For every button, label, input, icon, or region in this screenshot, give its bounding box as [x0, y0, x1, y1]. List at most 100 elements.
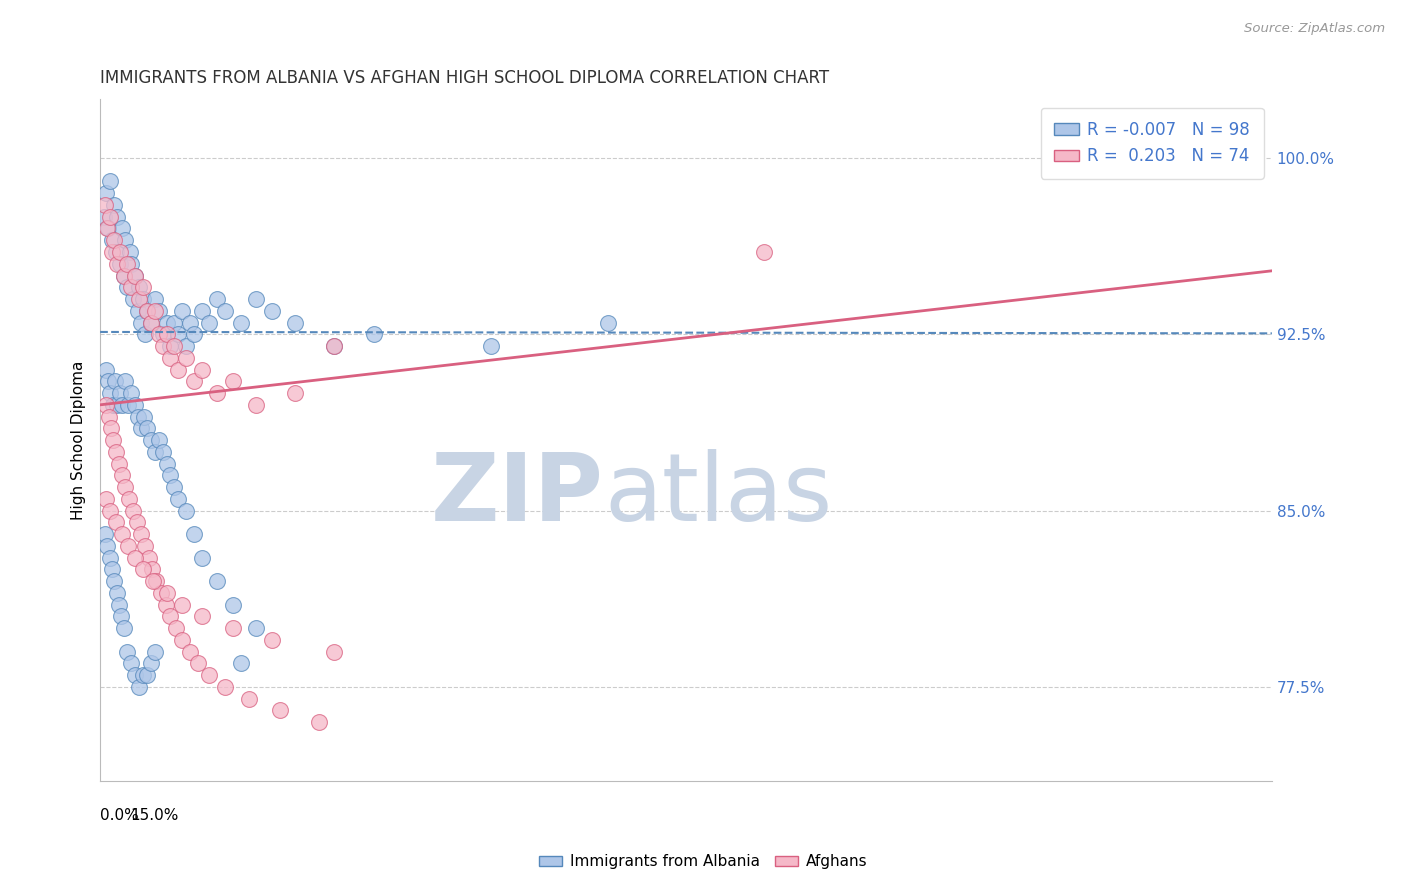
Point [198, 316, 221, 330]
Point [143, 645, 166, 659]
Text: 15.0%: 15.0% [129, 808, 179, 823]
Point [174, 339, 197, 353]
Point [112, 621, 135, 635]
Point [207, 574, 229, 589]
Point [479, 339, 502, 353]
Point [94, 362, 117, 376]
Point [167, 327, 190, 342]
Point [98, 210, 121, 224]
Point [152, 445, 174, 459]
Point [245, 292, 267, 306]
Point [139, 316, 162, 330]
Point [163, 480, 186, 494]
Point [139, 657, 162, 671]
Point [132, 292, 155, 306]
Point [134, 327, 156, 342]
Point [145, 574, 167, 589]
Point [163, 339, 186, 353]
Point [150, 586, 173, 600]
Point [229, 316, 252, 330]
Point [94, 527, 117, 541]
Point [97, 221, 120, 235]
Point [124, 668, 146, 682]
Point [159, 339, 181, 353]
Point [117, 257, 139, 271]
Point [141, 562, 163, 576]
Point [108, 457, 131, 471]
Point [245, 398, 267, 412]
Point [101, 562, 124, 576]
Point [596, 316, 619, 330]
Point [104, 374, 127, 388]
Point [172, 598, 194, 612]
Point [111, 221, 134, 235]
Point [214, 303, 236, 318]
Legend: Immigrants from Albania, Afghans: Immigrants from Albania, Afghans [533, 848, 873, 875]
Point [190, 609, 212, 624]
Point [103, 433, 125, 447]
Point [143, 445, 166, 459]
Y-axis label: High School Diploma: High School Diploma [72, 360, 86, 520]
Point [129, 316, 152, 330]
Point [125, 516, 148, 530]
Point [163, 316, 186, 330]
Point [155, 316, 177, 330]
Point [111, 468, 134, 483]
Point [96, 221, 118, 235]
Point [238, 691, 260, 706]
Point [114, 233, 136, 247]
Point [152, 327, 174, 342]
Point [139, 433, 162, 447]
Point [284, 386, 307, 401]
Point [139, 316, 162, 330]
Point [127, 409, 149, 424]
Point [363, 327, 385, 342]
Point [120, 657, 142, 671]
Point [110, 245, 132, 260]
Point [124, 268, 146, 283]
Point [165, 621, 187, 635]
Point [117, 398, 139, 412]
Point [183, 527, 205, 541]
Point [101, 398, 124, 412]
Point [105, 398, 128, 412]
Legend: R = -0.007   N = 98, R =  0.203   N = 74: R = -0.007 N = 98, R = 0.203 N = 74 [1040, 108, 1264, 178]
Point [114, 374, 136, 388]
Point [117, 539, 139, 553]
Point [108, 386, 131, 401]
Point [117, 280, 139, 294]
Point [214, 680, 236, 694]
Point [105, 210, 128, 224]
Point [190, 550, 212, 565]
Point [269, 703, 291, 717]
Point [136, 421, 159, 435]
Point [98, 174, 121, 188]
Point [105, 257, 128, 271]
Point [207, 386, 229, 401]
Point [222, 598, 245, 612]
Point [118, 491, 141, 506]
Point [323, 339, 346, 353]
Point [323, 339, 346, 353]
Point [120, 257, 142, 271]
Point [120, 386, 142, 401]
Point [183, 327, 205, 342]
Point [98, 386, 121, 401]
Point [104, 516, 127, 530]
Point [132, 668, 155, 682]
Point [155, 598, 177, 612]
Point [104, 245, 127, 260]
Point [207, 292, 229, 306]
Text: atlas: atlas [605, 449, 832, 541]
Point [122, 292, 145, 306]
Point [159, 468, 181, 483]
Text: IMMIGRANTS FROM ALBANIA VS AFGHAN HIGH SCHOOL DIPLOMA CORRELATION CHART: IMMIGRANTS FROM ALBANIA VS AFGHAN HIGH S… [100, 69, 830, 87]
Point [101, 245, 124, 260]
Point [245, 621, 267, 635]
Point [172, 303, 194, 318]
Point [222, 621, 245, 635]
Point [155, 586, 177, 600]
Point [112, 268, 135, 283]
Point [129, 421, 152, 435]
Point [260, 303, 283, 318]
